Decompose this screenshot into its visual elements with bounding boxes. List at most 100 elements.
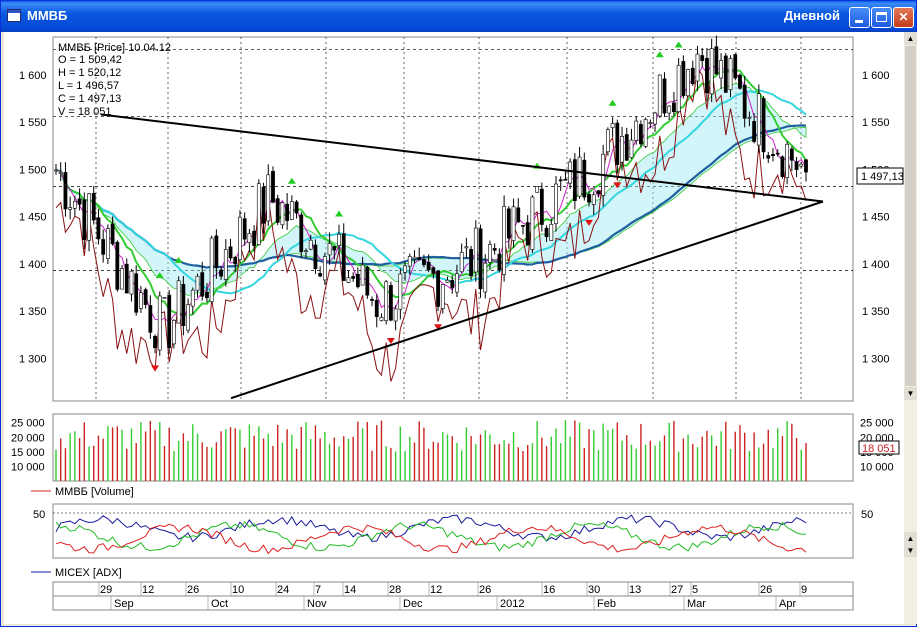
volume-y-tick: 10 000 [11, 461, 45, 473]
time-day-label: 26 [760, 584, 772, 596]
candle-body [72, 201, 77, 209]
candle-body [558, 179, 563, 182]
candle-body [667, 105, 672, 114]
ohlcv-open: O = 1 509,42 [58, 54, 122, 66]
buy-signal-arrow [174, 256, 183, 263]
candle-body [530, 196, 535, 250]
vertical-scrollbar[interactable]: ▲ ▼ ▲ ▼ [904, 32, 917, 624]
time-day-label: 5 [692, 584, 698, 596]
time-axis-months: Sep Oct Nov Dec 2012 Feb Mar Apr [110, 596, 796, 610]
buy-signal-arrow [655, 51, 664, 58]
candle-body [752, 121, 757, 142]
candle-body [370, 299, 374, 301]
title-bar[interactable]: ММВБ Дневной ✕ [1, 1, 916, 32]
price-y-tick: 1 500 [19, 164, 47, 176]
candle-body [596, 190, 601, 194]
candle-body [313, 244, 318, 269]
candle-body [384, 281, 389, 322]
volume-y-axis-left: 25 000 20 000 15 000 10 000 [11, 418, 45, 474]
candle-body [426, 261, 431, 271]
price-header: ММВБ [Price] 10.04.12 [58, 42, 171, 54]
candle-body [648, 122, 653, 124]
adx-y-tick-right: 50 [861, 509, 873, 521]
candle-body [280, 202, 285, 226]
adx-scroll-up-button[interactable]: ▲ [904, 532, 917, 545]
adx-line [55, 514, 807, 543]
candle-body [77, 198, 82, 205]
candle-body [714, 46, 719, 75]
candle-body [96, 217, 101, 240]
price-y-tick: 1 400 [862, 259, 890, 271]
candle-body [695, 53, 700, 82]
window-title: ММВБ [27, 8, 68, 23]
candle-body [473, 227, 478, 273]
candle-body [360, 264, 365, 286]
candle-body [143, 289, 148, 305]
candle-body [615, 122, 620, 165]
buy-signal-arrow [674, 41, 683, 48]
candle-body [120, 268, 124, 290]
ichimoku-cloud [55, 83, 807, 296]
close-button[interactable]: ✕ [893, 7, 914, 28]
candle-body [355, 273, 360, 288]
candle-body [181, 284, 186, 326]
candle-body [139, 292, 143, 309]
candle-body [511, 206, 516, 241]
adx-scroll-down-button[interactable]: ▼ [904, 544, 917, 557]
candle-body [785, 143, 790, 178]
candle-body [431, 267, 436, 274]
price-y-tick: 1 400 [19, 259, 47, 271]
candle-body [233, 256, 238, 265]
time-month-label: Feb [597, 598, 616, 610]
maximize-button[interactable] [871, 7, 892, 28]
price-y-tick: 1 450 [862, 212, 890, 224]
candle-body [266, 174, 271, 222]
candle-body [766, 155, 771, 159]
plus-di-line [55, 520, 807, 552]
scroll-down-button[interactable]: ▼ [904, 387, 917, 400]
scroll-thumb[interactable] [905, 46, 916, 386]
candle-body [228, 246, 233, 259]
candle-body [761, 98, 766, 153]
candle-body [568, 161, 573, 184]
candle-body [804, 159, 808, 173]
candle-body [700, 55, 705, 61]
candle-body [242, 218, 247, 240]
candle-body [728, 58, 733, 90]
candle-body [549, 224, 554, 241]
chart-area[interactable]: ММВБ [Price] 10.04.12 O = 1 509,42 H = 1… [4, 32, 904, 624]
lagging-span-line [55, 67, 807, 382]
buy-signal-arrow [287, 177, 296, 184]
candle-body [733, 54, 738, 79]
trendlines[interactable] [100, 113, 824, 400]
candle-body [747, 117, 752, 119]
minimize-button[interactable] [849, 7, 870, 28]
candle-body [365, 267, 370, 296]
price-y-tick: 1 550 [19, 117, 47, 129]
scroll-up-button[interactable]: ▲ [904, 32, 917, 45]
candle-body [105, 228, 110, 259]
candle-body [304, 250, 308, 252]
candle-body [780, 156, 785, 177]
candle-body [63, 172, 68, 210]
candle-body [271, 171, 275, 203]
ohlcv-close: C = 1 497,13 [58, 93, 121, 105]
candle-body [469, 249, 473, 277]
price-y-tick: 1 550 [862, 117, 890, 129]
candle-body [705, 57, 709, 94]
time-month-label: Sep [114, 598, 134, 610]
candle-body [436, 270, 440, 307]
candle-body [82, 199, 87, 241]
candle-body [422, 259, 426, 266]
candle-body [172, 320, 176, 345]
candle-body [294, 201, 299, 214]
candle-body [285, 203, 290, 221]
candle-body [709, 48, 714, 95]
candle-body [238, 216, 242, 260]
candle-body [681, 61, 686, 96]
candle-body [351, 276, 356, 279]
signal-arrows [151, 41, 683, 372]
candle-body [403, 265, 407, 273]
candle-body [525, 222, 530, 246]
